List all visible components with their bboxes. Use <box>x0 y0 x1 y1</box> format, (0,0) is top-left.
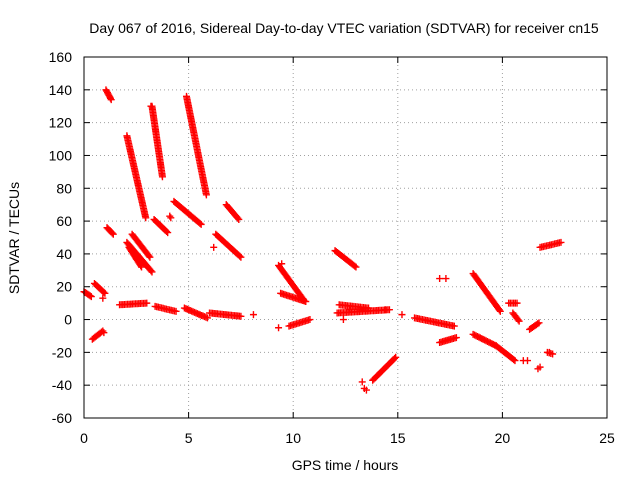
data-point <box>381 306 389 314</box>
y-tick-label: 0 <box>64 312 72 328</box>
data-point <box>249 311 257 319</box>
data-point <box>235 215 243 223</box>
y-tick-label: 40 <box>56 246 72 262</box>
data-point <box>203 314 211 322</box>
data-point <box>513 299 521 307</box>
data-point <box>145 252 153 260</box>
data-point <box>391 354 399 362</box>
y-tick-label: 100 <box>49 147 73 163</box>
data-point <box>101 289 109 297</box>
data-point <box>442 275 450 283</box>
data-point <box>138 263 146 271</box>
axis-ticks: 0 5 10 15 20 25 -60 -40 -20 0 20 40 60 80 100 120 140 160 <box>49 49 615 446</box>
data-point <box>147 102 155 110</box>
data-point <box>452 334 460 342</box>
y-tick-label: 160 <box>49 49 73 65</box>
data-point <box>109 230 117 238</box>
data-point <box>137 262 145 270</box>
data-point <box>358 378 366 386</box>
data-point <box>100 329 108 337</box>
y-tick-label: -20 <box>52 344 72 360</box>
data-point <box>146 253 154 261</box>
data-point <box>86 292 94 300</box>
data-point <box>450 322 458 330</box>
y-tick-label: 20 <box>56 279 72 295</box>
data-point <box>278 260 286 268</box>
data-point <box>351 262 359 270</box>
data-point <box>166 212 174 220</box>
data-point <box>148 268 156 276</box>
data-point <box>158 173 166 181</box>
data-point <box>535 319 543 327</box>
data-point <box>202 191 210 199</box>
data-points <box>80 86 565 394</box>
data-point <box>87 293 95 301</box>
x-tick-label: 0 <box>80 430 88 446</box>
data-point <box>237 253 245 261</box>
data-point <box>100 288 108 296</box>
x-tick-label: 5 <box>185 430 193 446</box>
data-point <box>142 214 150 222</box>
data-point <box>172 307 180 315</box>
data-point <box>557 238 565 246</box>
data-point <box>346 306 354 314</box>
x-tick-label: 25 <box>599 430 615 446</box>
x-axis-label: GPS time / hours <box>292 457 399 473</box>
plot-frame <box>83 56 608 419</box>
data-point <box>234 214 242 222</box>
y-tick-label: 140 <box>49 82 73 98</box>
data-point <box>534 320 542 328</box>
data-point <box>106 94 114 102</box>
data-point <box>339 316 347 324</box>
data-point <box>392 353 400 361</box>
data-point <box>196 219 204 227</box>
data-point <box>524 357 532 365</box>
data-point <box>545 348 553 356</box>
data-point <box>302 297 310 305</box>
x-tick-label: 15 <box>390 430 406 446</box>
data-point <box>237 312 245 320</box>
data-point <box>436 275 444 283</box>
data-point <box>197 220 205 228</box>
y-tick-label: 60 <box>56 213 72 229</box>
chart-title: Day 067 of 2016, Sidereal Day-to-day VTE… <box>89 20 599 36</box>
data-point <box>167 214 175 222</box>
y-tick-label: 120 <box>49 115 73 131</box>
data-point <box>236 252 244 260</box>
y-tick-label: -40 <box>52 377 72 393</box>
data-point <box>132 255 140 263</box>
y-tick-label: -60 <box>52 410 72 426</box>
data-point <box>108 229 116 237</box>
data-point <box>210 243 218 251</box>
y-tick-label: 80 <box>56 180 72 196</box>
data-point <box>143 299 151 307</box>
data-point <box>99 294 107 302</box>
data-point <box>536 363 544 371</box>
data-point <box>511 357 519 365</box>
data-point <box>515 317 523 325</box>
data-point <box>306 316 314 324</box>
data-point <box>107 96 115 104</box>
data-point <box>514 316 522 324</box>
x-tick-label: 20 <box>495 430 511 446</box>
data-point <box>163 227 171 235</box>
data-point <box>495 306 503 314</box>
data-point <box>164 229 172 237</box>
grid <box>84 57 607 418</box>
data-point <box>510 356 518 364</box>
data-point <box>147 267 155 275</box>
y-axis-label: SDTVAR / TECUs <box>6 182 22 294</box>
data-point <box>398 311 406 319</box>
data-point <box>352 263 360 271</box>
data-point <box>362 386 370 394</box>
data-point <box>275 324 283 332</box>
x-tick-label: 10 <box>285 430 301 446</box>
data-point <box>496 307 504 315</box>
